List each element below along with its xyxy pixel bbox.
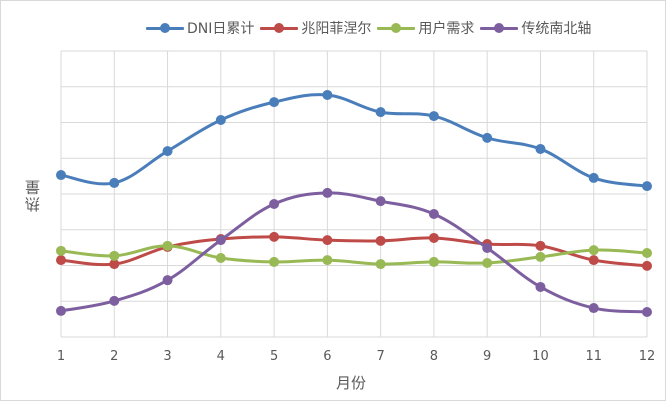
legend-item-dni[interactable]: DNI日累计 <box>146 18 254 38</box>
data-point-marker[interactable] <box>162 275 173 286</box>
data-point-marker[interactable] <box>482 132 493 143</box>
data-point-marker[interactable] <box>642 247 652 258</box>
data-point-marker[interactable] <box>109 177 120 188</box>
data-point-marker[interactable] <box>269 231 280 242</box>
data-point-marker[interactable] <box>269 97 280 108</box>
line-marker-icon <box>146 23 184 33</box>
data-point-marker[interactable] <box>428 209 439 220</box>
data-point-marker[interactable] <box>588 255 599 266</box>
data-point-marker[interactable] <box>56 245 66 256</box>
data-point-marker[interactable] <box>56 305 66 316</box>
legend-item-demand[interactable]: 用户需求 <box>377 18 474 38</box>
data-point-marker[interactable] <box>588 172 599 183</box>
x-tick-label: 11 <box>585 349 602 364</box>
legend-label: 传统南北轴 <box>521 21 592 37</box>
x-tick-label: 1 <box>56 349 66 364</box>
x-tick-label: 6 <box>323 349 332 364</box>
series-3[interactable] <box>56 187 652 317</box>
data-point-marker[interactable] <box>322 235 333 246</box>
x-axis-title: 月份 <box>336 374 367 392</box>
data-point-marker[interactable] <box>428 232 439 243</box>
data-point-marker[interactable] <box>375 235 386 246</box>
data-point-marker[interactable] <box>109 295 120 306</box>
y-axis-title: 热量 <box>24 178 42 212</box>
x-tick-label: 8 <box>429 349 439 364</box>
data-point-marker[interactable] <box>642 181 652 192</box>
data-point-marker[interactable] <box>109 250 120 261</box>
data-point-marker[interactable] <box>588 245 599 256</box>
data-point-marker[interactable] <box>535 143 546 154</box>
legend-label: 兆阳菲涅尔 <box>301 21 372 37</box>
x-tick-label: 7 <box>376 349 385 364</box>
series-line <box>59 93 649 188</box>
series-line <box>59 244 649 266</box>
series-2[interactable] <box>56 240 652 270</box>
data-point-marker[interactable] <box>482 242 493 253</box>
data-point-marker[interactable] <box>56 255 66 266</box>
line-marker-icon <box>377 23 416 33</box>
data-point-marker[interactable] <box>642 260 652 271</box>
x-tick-label: 9 <box>483 349 492 364</box>
legend-item-fresnel[interactable]: 兆阳菲涅尔 <box>260 18 371 38</box>
data-point-marker[interactable] <box>109 259 120 270</box>
data-point-marker[interactable] <box>322 89 333 100</box>
legend: DNI日累计 兆阳菲涅尔 用户需求 传统南北轴 <box>146 18 597 38</box>
series-0[interactable] <box>56 89 652 192</box>
x-tick-label: 5 <box>269 349 279 364</box>
data-point-marker[interactable] <box>162 240 173 251</box>
legend-label: 用户需求 <box>418 21 475 37</box>
x-tick-label: 10 <box>532 349 549 364</box>
x-tick-label: 4 <box>216 349 225 364</box>
line-marker-icon <box>480 23 519 33</box>
data-point-marker[interactable] <box>322 255 333 266</box>
data-point-marker[interactable] <box>535 251 546 262</box>
data-point-marker[interactable] <box>588 303 599 314</box>
data-point-marker[interactable] <box>269 199 280 210</box>
data-point-marker[interactable] <box>375 107 386 118</box>
data-point-marker[interactable] <box>482 257 493 268</box>
data-point-marker[interactable] <box>428 256 439 267</box>
data-point-marker[interactable] <box>535 240 546 251</box>
data-point-marker[interactable] <box>56 170 66 181</box>
line-marker-icon <box>260 23 299 33</box>
legend-item-ns-axis[interactable]: 传统南北轴 <box>480 18 591 38</box>
data-point-marker[interactable] <box>215 114 226 125</box>
data-point-marker[interactable] <box>322 187 333 198</box>
data-point-marker[interactable] <box>215 235 226 246</box>
data-point-marker[interactable] <box>215 252 226 263</box>
data-point-marker[interactable] <box>375 196 386 207</box>
data-point-marker[interactable] <box>162 146 173 157</box>
x-tick-label: 12 <box>638 349 656 364</box>
x-tick-label: 2 <box>110 349 119 364</box>
data-point-marker[interactable] <box>642 306 652 317</box>
data-point-marker[interactable] <box>375 259 386 270</box>
legend-label: DNI日累计 <box>187 21 255 37</box>
data-point-marker[interactable] <box>428 111 439 122</box>
x-tick-label: 3 <box>163 349 172 364</box>
data-point-marker[interactable] <box>269 256 280 267</box>
data-point-marker[interactable] <box>535 281 546 292</box>
